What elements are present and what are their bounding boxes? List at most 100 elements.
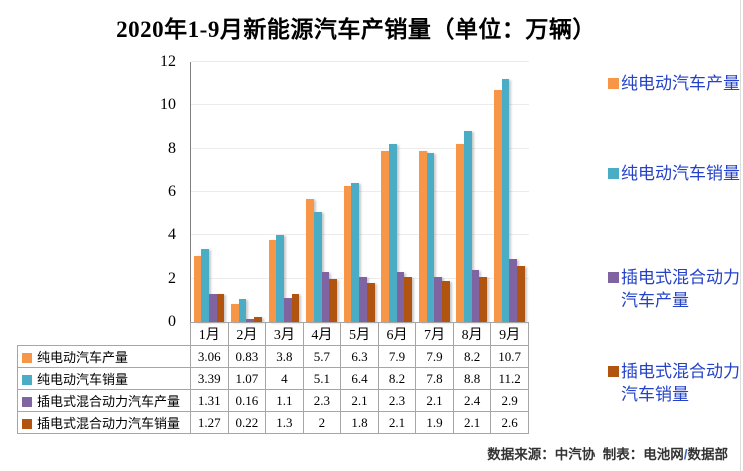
y-tick-label: 4 <box>168 226 176 244</box>
chart-title: 2020年1-9月新能源汽车产销量（单位：万辆） <box>116 17 596 42</box>
table-row: 纯电动汽车产量 3.06 0.83 3.8 5.7 6.3 7.9 7.9 8.2 10.7 <box>17 345 529 368</box>
value-cell: 2.1 <box>340 389 379 412</box>
series-label: 插电式混合动力汽车产量 <box>37 394 181 409</box>
legend-label: 纯电动汽车产量 <box>621 74 740 93</box>
value-cell: 7.9 <box>415 345 454 368</box>
bar-4月-s1 <box>313 211 322 322</box>
y-axis-labels: 0 2 4 6 8 10 12 <box>138 53 182 330</box>
bar-7月-s2 <box>434 276 442 322</box>
bar-9月-s2 <box>509 259 518 322</box>
month-header-cell: 4月 <box>302 322 342 346</box>
bar-7月-s0 <box>418 150 427 322</box>
gridline <box>191 191 529 192</box>
value-cell: 7.9 <box>377 345 417 368</box>
value-cell: 2.3 <box>377 389 417 412</box>
source-note: 数据来源：中汽协 制表：电池网/数据部 <box>487 443 728 463</box>
bar-6月-s2 <box>396 272 405 322</box>
value-cell: 6.3 <box>340 345 379 368</box>
bar-4月-s3 <box>329 278 337 322</box>
gridline <box>191 234 529 236</box>
bar-3月-s1 <box>276 235 284 322</box>
source-note-suffix: 数据部 <box>687 447 729 462</box>
series-label-cell: 纯电动汽车销量 <box>17 367 191 390</box>
value-cell: 2.6 <box>490 411 529 434</box>
bar-8月-s3 <box>479 276 488 322</box>
bar-2月-s1 <box>238 298 247 322</box>
value-cell: 1.1 <box>265 389 304 412</box>
series-label: 插电式混合动力汽车销量 <box>37 416 181 431</box>
gridline <box>191 147 529 149</box>
legend-swatch-icon <box>22 375 32 385</box>
bar-2月-s2 <box>246 318 255 322</box>
value-cell: 0.22 <box>227 411 267 434</box>
right-border-line <box>740 0 741 471</box>
value-cell: 5.1 <box>302 367 342 390</box>
bar-2月-s3 <box>254 317 262 322</box>
bar-2月-s0 <box>231 304 239 322</box>
bar-7月-s3 <box>441 280 450 322</box>
value-cell: 6.4 <box>340 367 379 390</box>
month-header-row: 1月 2月 3月 4月 5月 6月 7月 8月 9月 <box>18 322 529 346</box>
legend-swatch-icon <box>22 397 32 407</box>
value-cell: 3.39 <box>190 367 229 390</box>
source-note-text: 数据来源：中汽协 制表：电池网 <box>487 447 684 462</box>
month-header-cell: 6月 <box>377 322 417 346</box>
bar-8月-s2 <box>471 270 480 322</box>
month-header-cell: 9月 <box>490 322 529 346</box>
series-label-cell: 纯电动汽车产量 <box>17 345 191 368</box>
gridline <box>191 104 529 106</box>
data-table: 1月 2月 3月 4月 5月 6月 7月 8月 9月 纯电动汽车产量 3.06 0.83 3.8 5.7… <box>17 322 529 434</box>
series-label: 纯电动汽车销量 <box>37 372 129 387</box>
value-cell: 1.3 <box>265 411 304 434</box>
legend-swatch-icon <box>608 78 619 89</box>
value-cell: 1.31 <box>190 389 229 412</box>
series-label: 纯电动汽车产量 <box>37 350 129 365</box>
table-row: 插电式混合动力汽车销量 1.27 0.22 1.3 2 1.8 2.1 1.9 2.1 2.6 <box>17 411 529 434</box>
legend-label: 纯电动汽车销量 <box>621 164 740 183</box>
bar-3月-s0 <box>268 239 277 322</box>
series-label-cell: 插电式混合动力汽车销量 <box>17 411 191 434</box>
bar-6月-s3 <box>404 276 413 322</box>
bar-5月-s1 <box>351 183 360 322</box>
bar-7月-s1 <box>426 153 435 322</box>
legend-swatch-icon <box>608 272 619 283</box>
bar-4月-s2 <box>321 272 330 322</box>
header-blank-cell <box>18 323 191 346</box>
bar-8月-s1 <box>464 131 472 322</box>
value-cell: 7.8 <box>415 367 454 390</box>
bar-4月-s0 <box>306 198 314 322</box>
value-cell: 5.7 <box>302 345 342 368</box>
value-cell: 11.2 <box>490 367 529 390</box>
legend-swatch-icon <box>608 168 619 179</box>
source-note-slash: / <box>683 447 688 462</box>
y-tick-label: 8 <box>168 139 176 157</box>
legend-swatch-icon <box>22 419 32 429</box>
bar-1月-s0 <box>193 255 202 322</box>
value-cell: 8.8 <box>452 367 492 390</box>
bar-9月-s3 <box>517 265 525 322</box>
bar-6月-s0 <box>381 150 389 322</box>
value-cell: 3.8 <box>265 345 304 368</box>
value-cell: 8.2 <box>452 345 492 368</box>
bar-6月-s1 <box>388 144 397 322</box>
bar-5月-s0 <box>343 185 352 322</box>
month-header-cell: 2月 <box>227 322 267 346</box>
table-body: 纯电动汽车产量 3.06 0.83 3.8 5.7 6.3 7.9 7.9 8.2 10.7 纯电动… <box>17 345 529 434</box>
y-tick-label: 6 <box>168 183 176 200</box>
legend-item: 纯电动汽车销量 <box>602 162 742 185</box>
y-tick-label: 2 <box>168 269 176 287</box>
value-cell: 3.06 <box>190 345 229 368</box>
month-header-cell: 1月 <box>190 322 229 346</box>
value-cell: 8.2 <box>377 367 417 390</box>
bar-1月-s2 <box>208 293 217 322</box>
value-cell: 4 <box>265 367 304 390</box>
table-row: 插电式混合动力汽车产量 1.31 0.16 1.1 2.3 2.1 2.3 2.1 2.4 2.9 <box>17 389 529 412</box>
plot-area <box>190 61 529 322</box>
legend-label: 插电式混合动力汽车销量 <box>621 362 740 404</box>
legend-swatch-icon <box>608 366 619 377</box>
y-tick-label: 12 <box>160 53 176 70</box>
value-cell: 1.27 <box>190 411 229 434</box>
value-cell: 0.16 <box>227 389 267 412</box>
bar-3月-s2 <box>284 298 292 322</box>
